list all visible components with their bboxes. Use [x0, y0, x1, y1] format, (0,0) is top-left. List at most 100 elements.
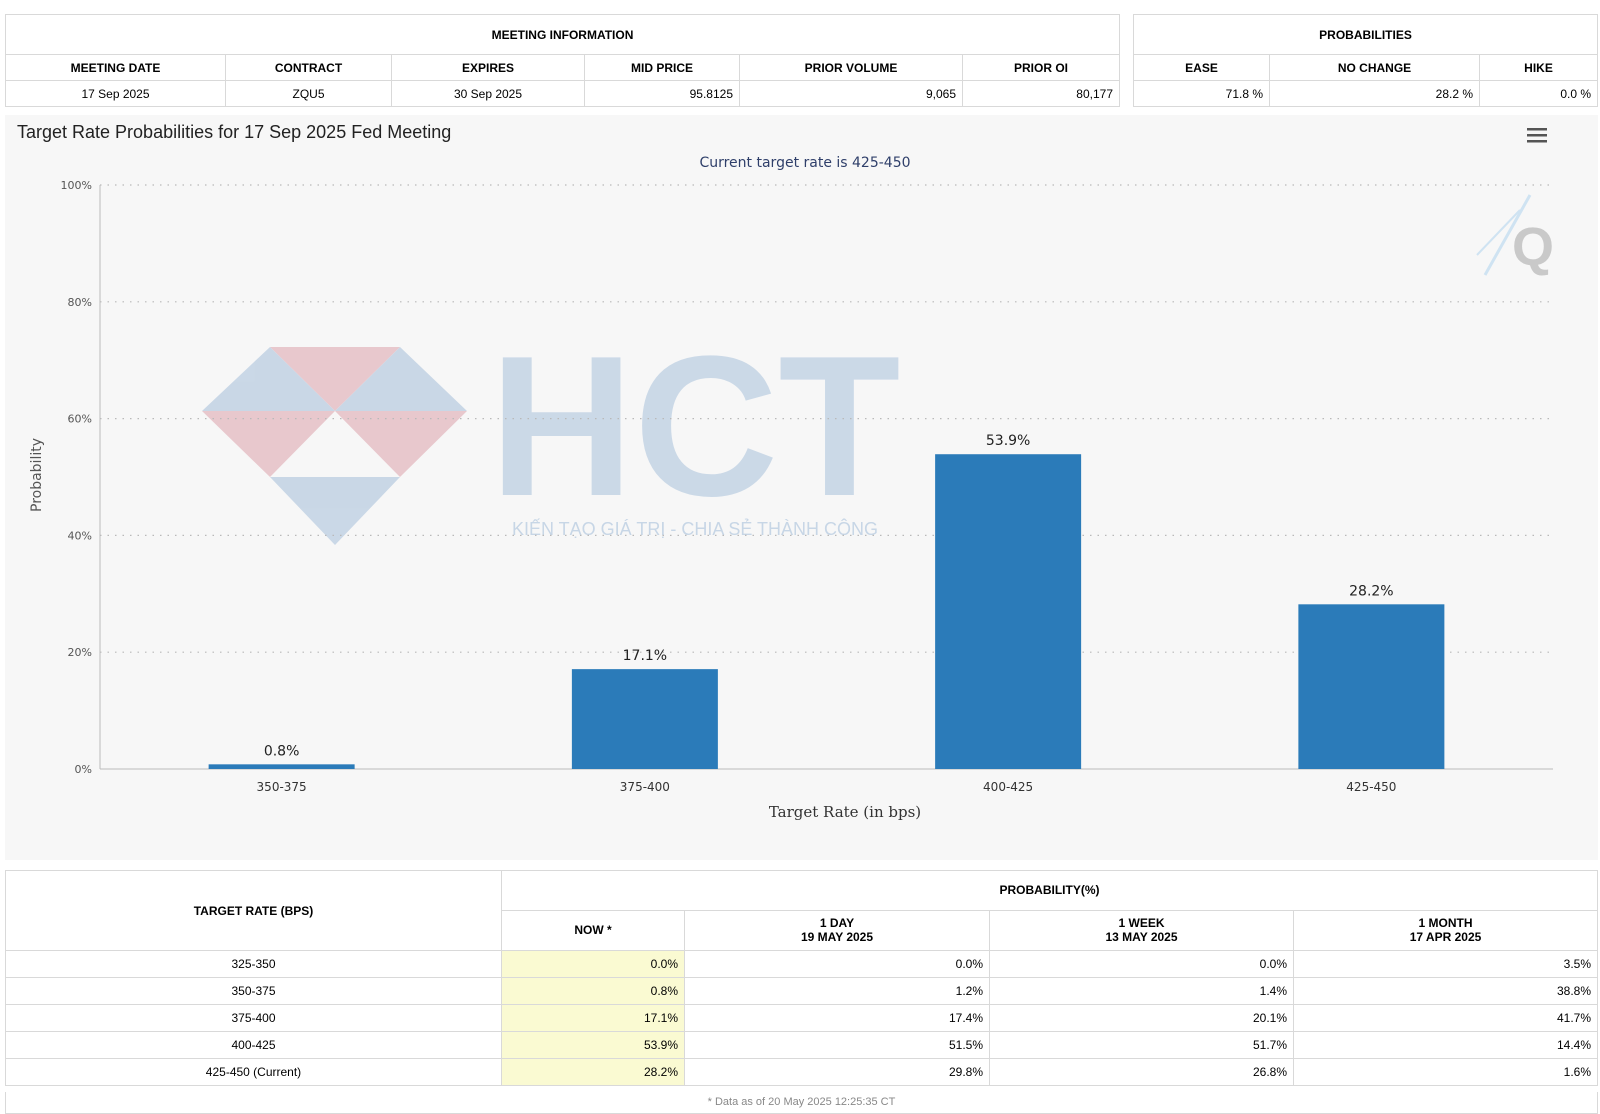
now-column-label: NOW *: [574, 922, 612, 937]
one-month-cell: 38.8%: [1293, 977, 1598, 1005]
expires-header: EXPIRES: [391, 54, 585, 81]
rate-cell: 350-375: [5, 977, 502, 1005]
bar-350-375[interactable]: [208, 764, 355, 769]
one-day-cell: 0.0%: [684, 950, 990, 978]
prior-volume-header: PRIOR VOLUME: [739, 54, 963, 81]
hike-value: 0.0 %: [1479, 80, 1598, 107]
one-week-label: 1 WEEK: [1118, 916, 1165, 931]
one-month-column-header: 1 MONTH 17 APR 2025: [1293, 910, 1598, 951]
y-axis-label: Probability: [29, 438, 45, 512]
y-tick-label: 0%: [75, 763, 92, 776]
table-row: 375-400 17.1% 17.4% 20.1% 41.7%: [5, 1004, 1598, 1032]
data-label: 0.8%: [264, 743, 300, 759]
x-tick-label: 425-450: [1346, 780, 1396, 794]
target-rate-chart: HCT KIẾN TẠO GIÁ TRỊ - CHIA SẺ THÀNH CÔN…: [5, 115, 1598, 860]
no-change-header: NO CHANGE: [1269, 54, 1480, 81]
table-row: 325-350 0.0% 0.0% 0.0% 3.5%: [5, 950, 1598, 978]
ease-header: EASE: [1133, 54, 1270, 81]
probabilities-table: PROBABILITIES EASE NO CHANGE HIKE 71.8 %…: [1133, 14, 1598, 107]
hct-watermark-text: HCT: [489, 315, 900, 538]
prior-oi-value: 80,177: [962, 80, 1120, 107]
one-day-cell: 51.5%: [684, 1031, 990, 1059]
one-month-cell: 3.5%: [1293, 950, 1598, 978]
bar-375-400[interactable]: [571, 669, 718, 769]
table-row: 350-375 0.8% 1.2% 1.4% 38.8%: [5, 977, 1598, 1005]
data-label: 28.2%: [1349, 583, 1393, 599]
one-month-cell: 1.6%: [1293, 1058, 1598, 1086]
y-tick-label: 20%: [68, 646, 92, 659]
probabilities-title: PROBABILITIES: [1133, 14, 1598, 55]
rate-cell: 425-450 (Current): [5, 1058, 502, 1086]
one-week-cell: 20.1%: [989, 1004, 1294, 1032]
hct-watermark-slogan: KIẾN TẠO GIÁ TRỊ - CHIA SẺ THÀNH CÔNG: [512, 518, 878, 539]
contract-value: ZQU5: [225, 80, 392, 107]
probability-history-table: TARGET RATE (BPS) PROBABILITY(%) NOW * 1…: [5, 870, 1598, 1086]
one-day-cell: 29.8%: [684, 1058, 990, 1086]
x-tick-label: 375-400: [620, 780, 670, 794]
one-day-date: 19 MAY 2025: [800, 929, 874, 944]
one-month-cell: 41.7%: [1293, 1004, 1598, 1032]
mid-price-value: 95.8125: [584, 80, 740, 107]
one-month-label: 1 MONTH: [1418, 916, 1473, 931]
probability-group-header: PROBABILITY(%): [501, 870, 1598, 911]
x-axis-label: Target Rate (in bps): [769, 803, 921, 821]
rate-cell: 375-400: [5, 1004, 502, 1032]
one-week-cell: 51.7%: [989, 1031, 1294, 1059]
bar-425-450[interactable]: [1298, 604, 1445, 769]
now-cell: 0.8%: [501, 977, 685, 1005]
bar-400-425[interactable]: [935, 454, 1082, 769]
data-labels: 0.8% 17.1% 53.9% 28.2%: [264, 433, 1394, 759]
prior-volume-value: 9,065: [739, 80, 963, 107]
hamburger-menu-icon[interactable]: [1523, 123, 1553, 149]
meeting-date-header: MEETING DATE: [5, 54, 226, 81]
now-cell: 0.0%: [501, 950, 685, 978]
table-row: 425-450 (Current) 28.2% 29.8% 26.8% 1.6%: [5, 1058, 1598, 1086]
target-rate-header: TARGET RATE (BPS): [5, 870, 502, 951]
meeting-information-table: MEETING INFORMATION MEETING DATE CONTRAC…: [5, 14, 1120, 107]
one-day-column-header: 1 DAY 19 MAY 2025: [684, 910, 990, 951]
mid-price-header: MID PRICE: [584, 54, 740, 81]
x-tick-label: 350-375: [257, 780, 307, 794]
y-tick-label: 100%: [61, 179, 92, 192]
one-day-label: 1 DAY: [819, 916, 855, 931]
data-label: 17.1%: [623, 648, 667, 664]
data-label: 53.9%: [986, 433, 1030, 449]
y-tick-label: 80%: [68, 296, 92, 309]
meeting-information-title: MEETING INFORMATION: [5, 14, 1120, 55]
x-axis-ticks: 350-375 375-400 400-425 425-450: [257, 780, 1397, 794]
contract-header: CONTRACT: [225, 54, 392, 81]
y-axis-ticks: 0% 20% 40% 60% 80% 100%: [61, 179, 92, 776]
bars: [208, 454, 1445, 769]
one-month-date: 17 APR 2025: [1409, 929, 1482, 944]
now-cell: 28.2%: [501, 1058, 685, 1086]
rate-cell: 400-425: [5, 1031, 502, 1059]
one-week-date: 13 MAY 2025: [1105, 929, 1178, 944]
now-cell: 53.9%: [501, 1031, 685, 1059]
one-week-cell: 26.8%: [989, 1058, 1294, 1086]
x-tick-label: 400-425: [983, 780, 1033, 794]
now-column-header: NOW *: [501, 910, 685, 951]
one-day-cell: 17.4%: [684, 1004, 990, 1032]
hct-watermark-logo: [202, 347, 467, 545]
now-cell: 17.1%: [501, 1004, 685, 1032]
svg-text:Q: Q: [1512, 217, 1554, 277]
data-timestamp-footnote: * Data as of 20 May 2025 12:25:35 CT: [5, 1092, 1598, 1114]
rate-cell: 325-350: [5, 950, 502, 978]
prior-oi-header: PRIOR OI: [962, 54, 1120, 81]
chart-svg: HCT KIẾN TẠO GIÁ TRỊ - CHIA SẺ THÀNH CÔN…: [17, 122, 1554, 821]
one-month-cell: 14.4%: [1293, 1031, 1598, 1059]
one-week-cell: 0.0%: [989, 950, 1294, 978]
one-week-column-header: 1 WEEK 13 MAY 2025: [989, 910, 1294, 951]
one-day-cell: 1.2%: [684, 977, 990, 1005]
no-change-value: 28.2 %: [1269, 80, 1480, 107]
chart-title: Target Rate Probabilities for 17 Sep 202…: [17, 122, 451, 142]
chart-subtitle: Current target rate is 425-450: [699, 155, 910, 171]
meeting-date-value: 17 Sep 2025: [5, 80, 226, 107]
one-week-cell: 1.4%: [989, 977, 1294, 1005]
table-row: 400-425 53.9% 51.5% 51.7% 14.4%: [5, 1031, 1598, 1059]
hike-header: HIKE: [1479, 54, 1598, 81]
expires-value: 30 Sep 2025: [391, 80, 585, 107]
q-logo-icon: Q: [1476, 194, 1554, 277]
ease-value: 71.8 %: [1133, 80, 1270, 107]
y-tick-label: 40%: [68, 529, 92, 542]
